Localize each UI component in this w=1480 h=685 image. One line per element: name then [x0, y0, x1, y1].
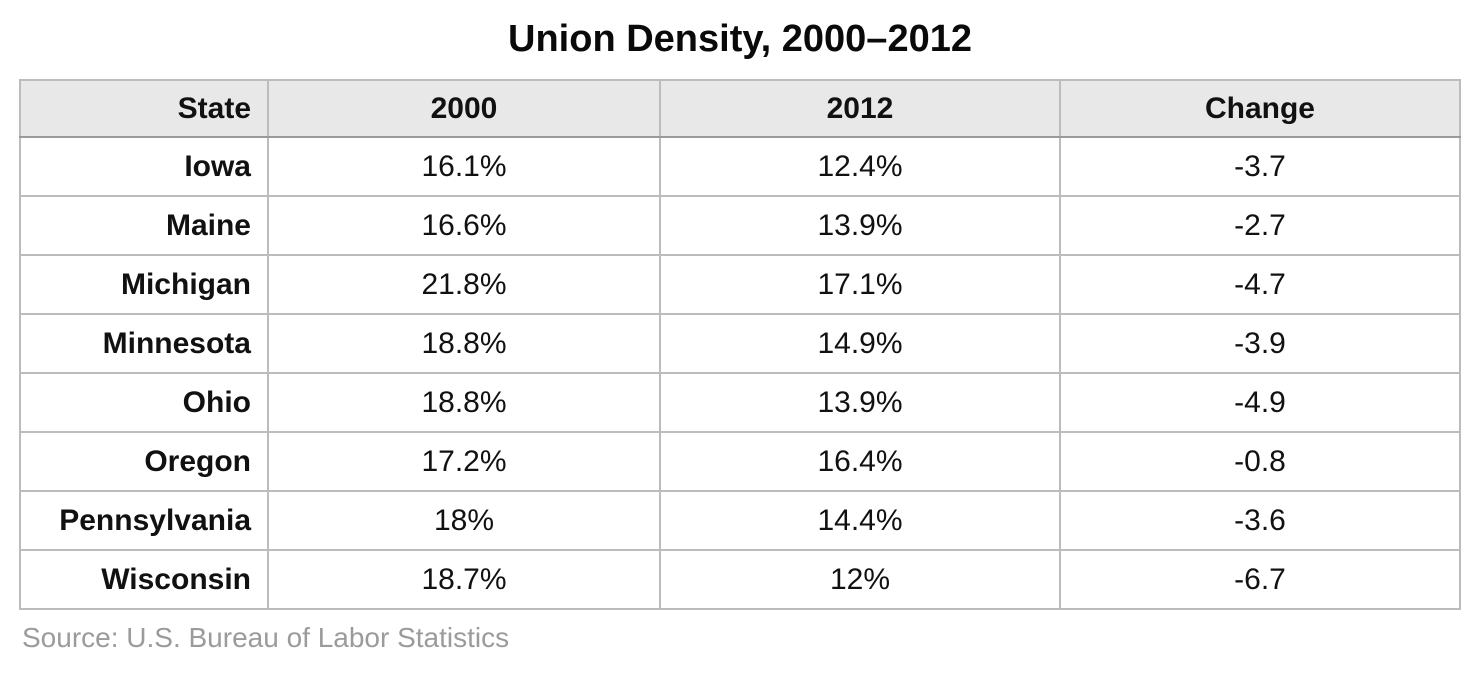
value-cell: 21.8%: [267, 254, 661, 315]
value-cell: -4.7: [1059, 254, 1461, 315]
value-cell: 16.6%: [267, 195, 661, 256]
value-cell: -3.7: [1059, 136, 1461, 197]
state-cell: Oregon: [19, 431, 269, 492]
table-row: Minnesota 18.8% 14.9% -3.9: [19, 313, 1461, 374]
table-row: Iowa 16.1% 12.4% -3.7: [19, 136, 1461, 197]
table-row: Pennsylvania 18% 14.4% -3.6: [19, 490, 1461, 551]
column-header-2000: 2000: [267, 79, 661, 138]
state-cell: Iowa: [19, 136, 269, 197]
state-cell: Ohio: [19, 372, 269, 433]
value-cell: 12.4%: [659, 136, 1061, 197]
value-cell: -6.7: [1059, 549, 1461, 610]
value-cell: 18.8%: [267, 372, 661, 433]
value-cell: 12%: [659, 549, 1061, 610]
page-title: Union Density, 2000–2012: [508, 18, 972, 60]
value-cell: -4.9: [1059, 372, 1461, 433]
source-note: Source: U.S. Bureau of Labor Statistics: [22, 622, 510, 653]
value-cell: 13.9%: [659, 372, 1061, 433]
value-cell: -3.6: [1059, 490, 1461, 551]
column-header-change: Change: [1059, 79, 1461, 138]
value-cell: -0.8: [1059, 431, 1461, 492]
value-cell: 18%: [267, 490, 661, 551]
table-row: Oregon 17.2% 16.4% -0.8: [19, 431, 1461, 492]
value-cell: 16.4%: [659, 431, 1061, 492]
state-cell: Wisconsin: [19, 549, 269, 610]
state-cell: Minnesota: [19, 313, 269, 374]
column-header-2012: 2012: [659, 79, 1061, 138]
value-cell: 14.4%: [659, 490, 1061, 551]
value-cell: -2.7: [1059, 195, 1461, 256]
state-cell: Pennsylvania: [19, 490, 269, 551]
header-row: State 2000 2012 Change: [19, 79, 1461, 138]
value-cell: 18.7%: [267, 549, 661, 610]
state-cell: Michigan: [19, 254, 269, 315]
value-cell: -3.9: [1059, 313, 1461, 374]
table-row: Michigan 21.8% 17.1% -4.7: [19, 254, 1461, 315]
state-cell: Maine: [19, 195, 269, 256]
value-cell: 14.9%: [659, 313, 1061, 374]
table-row: Ohio 18.8% 13.9% -4.9: [19, 372, 1461, 433]
value-cell: 17.2%: [267, 431, 661, 492]
column-header-state: State: [19, 79, 269, 138]
table-row: Maine 16.6% 13.9% -2.7: [19, 195, 1461, 256]
table-row: Wisconsin 18.7% 12% -6.7: [19, 549, 1461, 610]
value-cell: 16.1%: [267, 136, 661, 197]
union-density-table: State 2000 2012 Change Iowa 16.1% 12.4% -3.7 Ma…: [19, 79, 1461, 610]
value-cell: 13.9%: [659, 195, 1061, 256]
value-cell: 17.1%: [659, 254, 1061, 315]
value-cell: 18.8%: [267, 313, 661, 374]
